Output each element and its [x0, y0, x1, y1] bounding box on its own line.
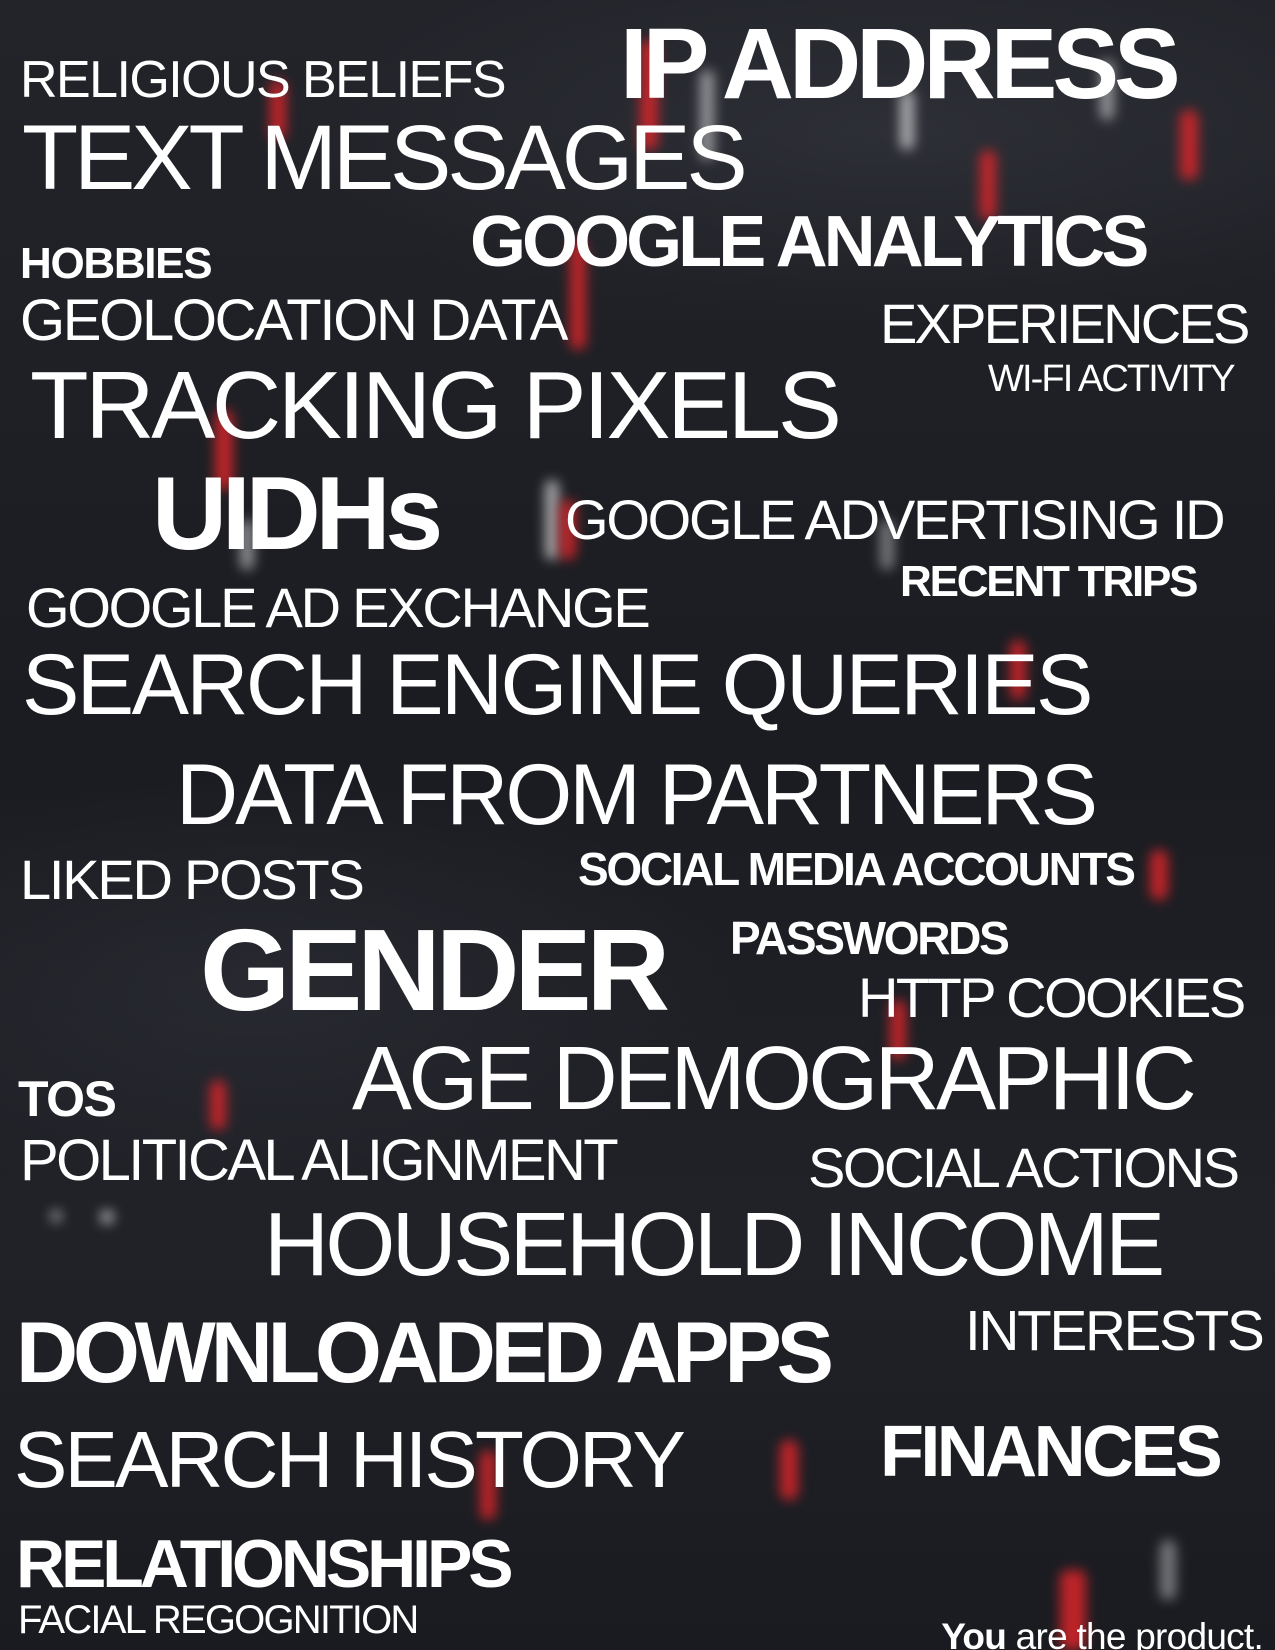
word-passwords: PASSWORDS	[730, 912, 1010, 964]
word-social-actions: SOCIAL ACTIONS	[808, 1136, 1240, 1199]
word-search-history: SEARCH HISTORY	[14, 1415, 686, 1504]
word-experiences: EXPERIENCES	[880, 292, 1250, 355]
word-political-alignment: POLITICAL ALIGNMENT	[20, 1128, 619, 1193]
word-http-cookies: HTTP COOKIES	[858, 966, 1246, 1029]
word-google-ad-exchange: GOOGLE AD EXCHANGE	[26, 576, 651, 639]
word-search-engine-queries: SEARCH ENGINE QUERIES	[22, 637, 1093, 733]
word-tos: TOS	[18, 1071, 117, 1127]
tagline-rest: are the product.	[1015, 1616, 1264, 1650]
tagline: You are the product.	[941, 1616, 1264, 1650]
word-interests: INTERESTS	[965, 1300, 1265, 1363]
word-text-messages: TEXT MESSAGES	[22, 107, 748, 209]
word-recent-trips: RECENT TRIPS	[900, 557, 1198, 606]
word-tracking-pixels: TRACKING PIXELS	[30, 352, 842, 459]
word-relationships: RELATIONSHIPS	[16, 1526, 514, 1602]
word-religious-beliefs: RELIGIOUS BELIEFS	[20, 51, 507, 109]
word-age-demographic: AGE DEMOGRAPHIC	[352, 1029, 1197, 1129]
word-hobbies: HOBBIES	[20, 239, 213, 288]
word-uidhs: UIDHs	[152, 456, 443, 572]
word-wifi-activity: WI-FI ACTIVITY	[988, 358, 1236, 400]
word-geolocation-data: GEOLOCATION DATA	[20, 288, 568, 353]
word-gender: GENDER	[200, 905, 670, 1035]
word-data-from-partners: DATA FROM PARTNERS	[176, 747, 1098, 843]
word-google-advertising-id: GOOGLE ADVERTISING ID	[565, 488, 1226, 551]
word-ip-address: IP ADDRESS	[620, 8, 1181, 120]
word-social-media-accounts: SOCIAL MEDIA ACCOUNTS	[578, 843, 1136, 895]
word-finances: FINANCES	[880, 1412, 1223, 1492]
word-google-analytics: GOOGLE ANALYTICS	[470, 202, 1149, 282]
word-downloaded-apps: DOWNLOADED APPS	[16, 1305, 834, 1401]
word-household-income: HOUSEHOLD INCOME	[264, 1195, 1165, 1295]
tagline-emphasis: You	[941, 1616, 1007, 1650]
word-liked-posts: LIKED POSTS	[20, 848, 365, 911]
word-facial-recognition: FACIAL REGOGNITION	[18, 1598, 419, 1642]
